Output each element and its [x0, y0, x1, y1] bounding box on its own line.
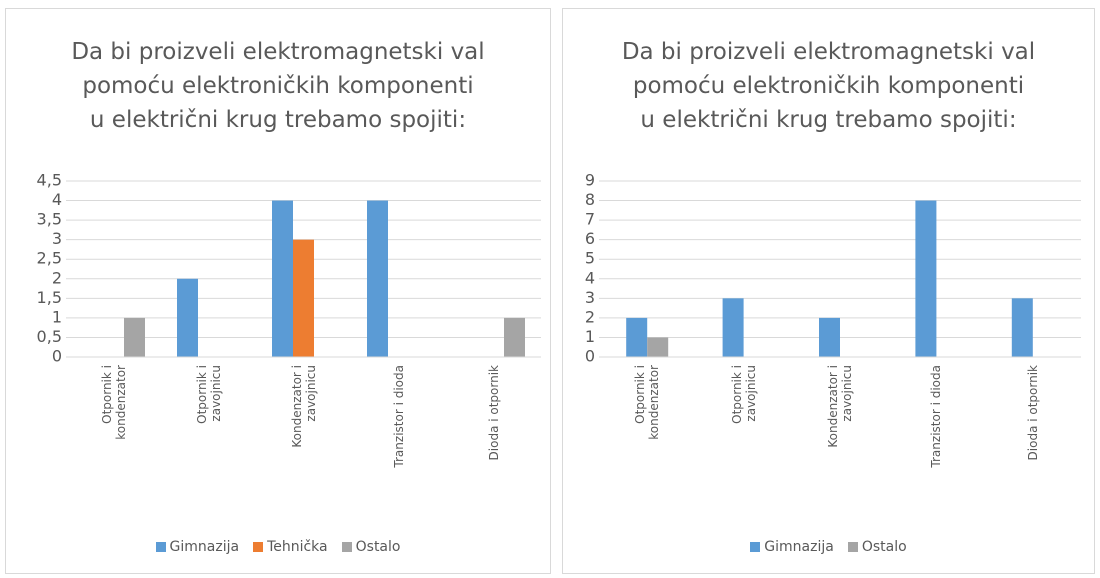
bar	[177, 278, 198, 357]
y-tick-label: 5	[585, 249, 595, 268]
legend-swatch	[847, 542, 858, 552]
bar	[647, 337, 669, 357]
y-tick-label: 3	[585, 288, 595, 307]
bar	[272, 200, 293, 357]
legend-swatch	[155, 542, 166, 552]
y-tick-label: 1	[52, 307, 62, 326]
x-tick-label: Dioda i otpornik	[1025, 365, 1040, 461]
legend-label: Gimnazija	[764, 539, 834, 555]
plot: 00,511,522,533,544,5	[37, 171, 541, 366]
y-tick-label: 4	[52, 190, 62, 209]
x-tick-label: Kondenzator i zavojnicu	[289, 365, 318, 448]
y-tick-label: 3,5	[37, 210, 62, 229]
x-tick-label: Tranzistor i dioda	[929, 365, 944, 468]
legend: Gimnazija Tehnička Ostalo	[6, 539, 550, 555]
chart-title: Da bi proizveli elektromagnetski val pom…	[621, 39, 1036, 133]
bar	[722, 298, 744, 357]
legend: Gimnazija Ostalo	[563, 539, 1094, 555]
x-tick-label: Otpornik i zavojnicu	[194, 365, 223, 424]
bar	[626, 317, 648, 357]
y-tick-label: 2	[52, 268, 62, 287]
legend-swatch	[253, 542, 264, 552]
chart-panel: Da bi proizveli elektromagnetski val pom…	[5, 8, 551, 574]
y-tick-label: 1	[585, 327, 595, 346]
chart-title: Da bi proizveli elektromagnetski val pom…	[71, 39, 485, 133]
y-tick-label: 1,5	[37, 288, 62, 307]
bar	[1011, 298, 1033, 357]
y-tick-label: 7	[585, 210, 595, 229]
y-tick-label: 2,5	[37, 249, 62, 268]
bar	[504, 317, 525, 357]
y-tick-label: 0	[52, 347, 62, 366]
y-tick-label: 2	[585, 307, 595, 326]
y-tick-label: 6	[585, 229, 595, 248]
y-tick-label: 0	[585, 347, 595, 366]
legend-swatch	[750, 542, 761, 552]
x-tick-label: Kondenzator i zavojnicu	[826, 365, 854, 448]
legend-label: Ostalo	[355, 539, 401, 555]
legend-label: Ostalo	[861, 539, 907, 555]
x-tick-label: Otpornik i zavojnicu	[729, 365, 758, 424]
y-tick-label: 3	[52, 229, 62, 248]
bar	[293, 239, 314, 357]
legend-label: Tehnička	[267, 539, 328, 555]
y-tick-label: 0,5	[37, 327, 62, 346]
legend-item: Gimnazija	[155, 539, 240, 555]
x-tick-label: Otpornik i kondenzator	[99, 365, 128, 440]
y-tick-label: 8	[585, 190, 595, 209]
bar	[124, 317, 145, 357]
legend-swatch	[341, 542, 352, 552]
bar	[819, 317, 840, 357]
x-tick-label: Dioda i otpornik	[486, 365, 501, 461]
y-tick-label: 4,5	[37, 171, 62, 190]
legend-item: Gimnazija	[750, 539, 834, 555]
chart-panel: Da bi proizveli elektromagnetski val pom…	[562, 8, 1095, 574]
y-tick-label: 4	[585, 268, 595, 287]
bar	[367, 200, 388, 357]
legend-item: Ostalo	[341, 539, 401, 555]
y-tick-label: 9	[585, 171, 595, 190]
x-tick-label: Tranzistor i dioda	[391, 365, 406, 468]
legend-item: Ostalo	[847, 539, 907, 555]
legend-item: Tehnička	[253, 539, 328, 555]
x-tick-label: Otpornik i kondenzator	[633, 365, 662, 440]
legend-label: Gimnazija	[169, 539, 240, 555]
bar	[915, 200, 937, 357]
